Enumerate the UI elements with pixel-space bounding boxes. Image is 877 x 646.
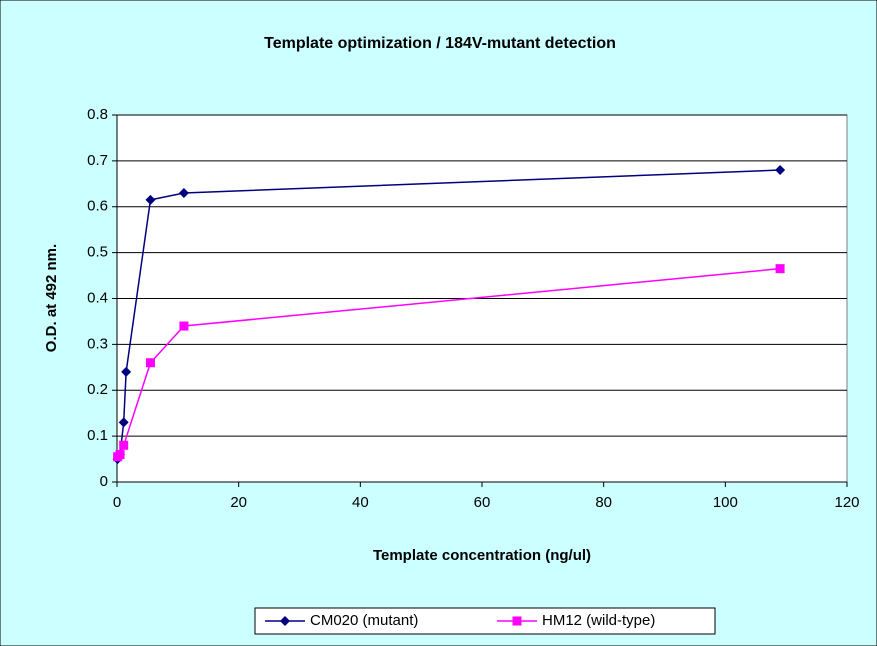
marker xyxy=(121,366,132,377)
marker xyxy=(145,194,156,205)
marker xyxy=(118,417,129,428)
chart-title: Template optimization / 184V-mutant dete… xyxy=(264,35,616,52)
y-tick-label: 0.1 xyxy=(87,427,108,444)
y-tick-label: 0.2 xyxy=(87,381,108,398)
x-tick-label: 20 xyxy=(230,494,247,511)
marker xyxy=(178,187,189,198)
marker xyxy=(115,449,125,459)
y-tick-label: 0.7 xyxy=(87,152,108,169)
marker xyxy=(280,616,290,626)
y-axis-label: O.D. at 492 nm. xyxy=(43,244,60,352)
x-tick-label: 80 xyxy=(595,494,612,511)
x-tick-label: 100 xyxy=(713,494,738,511)
x-tick-label: 0 xyxy=(113,494,121,511)
x-tick-label: 40 xyxy=(352,494,369,511)
x-tick-label: 60 xyxy=(474,494,491,511)
marker xyxy=(179,321,189,331)
y-tick-label: 0.8 xyxy=(87,106,108,123)
y-tick-label: 0.5 xyxy=(87,244,108,261)
marker xyxy=(512,616,522,626)
y-tick-label: 0.3 xyxy=(87,335,108,352)
y-tick-label: 0 xyxy=(100,473,108,490)
y-tick-label: 0.4 xyxy=(87,289,108,306)
marker xyxy=(119,440,129,450)
legend-label: CM020 (mutant) xyxy=(310,612,418,629)
x-axis-label: Template concentration (ng/ul) xyxy=(373,547,591,564)
marker xyxy=(775,264,785,274)
legend-box xyxy=(254,607,716,635)
x-tick-label: 120 xyxy=(834,494,859,511)
marker xyxy=(775,165,786,176)
y-tick-label: 0.6 xyxy=(87,198,108,215)
marker xyxy=(145,358,155,368)
legend-label: HM12 (wild-type) xyxy=(542,612,655,629)
